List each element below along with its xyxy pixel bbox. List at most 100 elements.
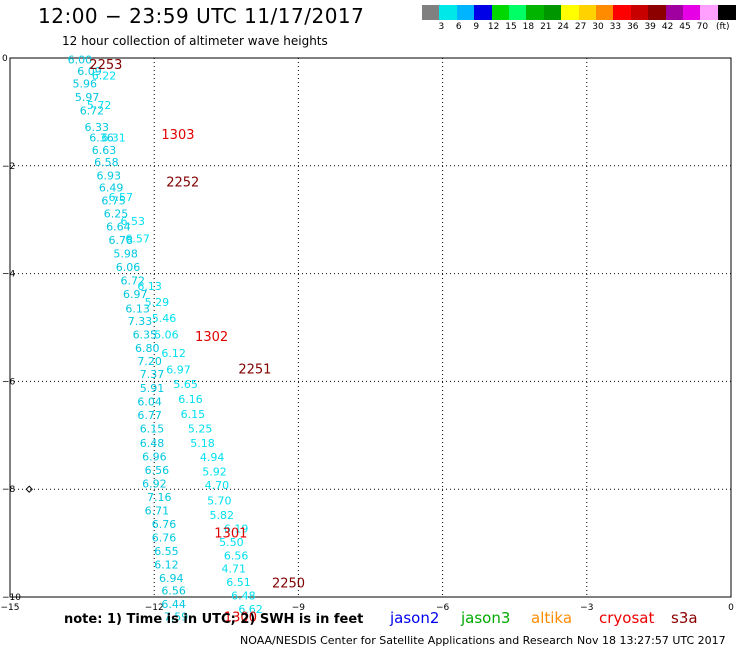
plot-frame bbox=[9, 57, 732, 598]
pass-time-label: 2253 bbox=[89, 58, 122, 73]
swh-value-s3a: 6.57 bbox=[109, 191, 134, 204]
swh-value-s3a: 6.97 bbox=[166, 363, 191, 376]
y-tick-label: −8 bbox=[2, 485, 16, 495]
swh-value-s3a: 5.25 bbox=[188, 423, 213, 436]
swh-value-s3a: 5.65 bbox=[173, 378, 198, 391]
color-swatch-label: 45 bbox=[679, 22, 691, 32]
swh-value-jason2: 7.59 bbox=[164, 611, 189, 624]
color-swatch bbox=[509, 5, 527, 20]
swh-value-s3a: 6.15 bbox=[181, 408, 206, 421]
swh-value-jason2: 6.56 bbox=[161, 584, 186, 597]
swh-value-s3a: 4.71 bbox=[221, 563, 246, 576]
x-tick-label: 0 bbox=[728, 603, 734, 613]
x-tick-label: −9 bbox=[292, 603, 306, 613]
y-tick-label: 0 bbox=[2, 54, 8, 64]
color-swatch bbox=[561, 5, 580, 20]
swh-value-jason2: 6.92 bbox=[142, 478, 167, 491]
color-legend-unit: (ft) bbox=[716, 22, 730, 32]
swh-value-s3a: 4.70 bbox=[205, 479, 230, 492]
pass-time-label: 1301 bbox=[214, 527, 247, 542]
swh-value-jason2: 6.44 bbox=[161, 598, 186, 611]
color-swatch-label: 70 bbox=[696, 22, 709, 32]
satellite-legend-cryosat: cryosat bbox=[599, 609, 655, 627]
swh-value-s3a: 5.50 bbox=[219, 536, 244, 549]
swh-value-jason2: 6.36 bbox=[89, 132, 114, 145]
swh-value-s3a: 5.18 bbox=[190, 437, 215, 450]
swh-value-jason2: 5.91 bbox=[140, 382, 165, 395]
note-text: note: 1) Time is in UTC; 2) SWH is in fe… bbox=[64, 612, 364, 627]
swh-value-jason2: 6.72 bbox=[121, 274, 146, 287]
satellite-legend-jason2: jason2 bbox=[390, 609, 440, 627]
swh-value-s3a: 6.12 bbox=[161, 347, 186, 360]
color-swatch bbox=[491, 5, 510, 20]
swh-value-s3a: 4.94 bbox=[200, 451, 225, 464]
color-swatch-label: 36 bbox=[627, 22, 639, 32]
swh-value-jason2: 7.16 bbox=[147, 491, 172, 504]
pass-time-label: 2251 bbox=[238, 362, 271, 377]
x-tick-label: −15 bbox=[1, 603, 20, 613]
color-swatch bbox=[439, 5, 458, 20]
swh-value-jason2: 6.78 bbox=[109, 234, 134, 247]
swh-value-jason2: 6.15 bbox=[140, 423, 165, 436]
swh-value-jason2: 5.98 bbox=[113, 247, 137, 260]
swh-value-s3a: 6.22 bbox=[92, 70, 117, 83]
y-tick-label: −4 bbox=[2, 270, 16, 280]
swh-value-jason2: 7.37 bbox=[140, 368, 165, 381]
color-swatch-label: 6 bbox=[455, 22, 462, 32]
swh-value-jason2: 6.04 bbox=[137, 396, 162, 409]
x-tick-label: −6 bbox=[436, 603, 450, 613]
color-swatch-label: 21 bbox=[540, 22, 552, 32]
x-tick-label: −12 bbox=[145, 603, 164, 613]
swh-value-jason2: 6.48 bbox=[140, 437, 165, 450]
color-swatch-label: 24 bbox=[557, 22, 569, 32]
color-swatch-label: 33 bbox=[609, 22, 622, 32]
satellite-legend-altika: altika bbox=[531, 609, 573, 627]
swh-value-s3a: 5.06 bbox=[154, 328, 179, 341]
swh-value-jason2: 6.93 bbox=[97, 169, 122, 182]
swh-value-s3a: 5.92 bbox=[202, 466, 227, 479]
swh-value-jason2: 6.75 bbox=[101, 195, 126, 208]
color-swatch bbox=[526, 5, 545, 20]
swh-value-jason2: 6.09 bbox=[77, 65, 102, 78]
swh-value-s3a: 5.29 bbox=[145, 296, 170, 309]
pass-time-label: 1300 bbox=[224, 610, 257, 625]
swh-value-jason2: 7.20 bbox=[137, 355, 162, 368]
pass-time-label: 1302 bbox=[195, 330, 228, 345]
pass-time-label: 2252 bbox=[166, 175, 199, 190]
swh-value-s3a: 6.13 bbox=[137, 280, 162, 293]
swh-value-jason2: 6.12 bbox=[154, 558, 179, 571]
swh-value-jason2: 6.25 bbox=[104, 208, 129, 221]
satellite-legend-jason3: jason3 bbox=[461, 609, 511, 627]
pass-time-label: 1303 bbox=[161, 128, 194, 143]
color-swatch-label: 18 bbox=[522, 22, 535, 32]
swh-value-s3a: 6.62 bbox=[238, 603, 262, 616]
swh-value-jason2: 6.33 bbox=[85, 121, 110, 134]
swh-value-jason2: 6.97 bbox=[123, 288, 148, 301]
y-tick-label: −10 bbox=[2, 593, 21, 603]
swh-value-jason2: 6.56 bbox=[145, 464, 170, 477]
swh-value-jason2: 6.55 bbox=[154, 545, 179, 558]
satellite-legend-s3a: s3a bbox=[671, 609, 698, 627]
color-swatch bbox=[543, 5, 562, 20]
swh-value-jason2: 6.63 bbox=[92, 144, 117, 157]
swh-value-jason2: 6.00 bbox=[68, 53, 93, 66]
color-swatch bbox=[717, 5, 736, 20]
swh-value-jason2: 6.06 bbox=[116, 261, 141, 274]
color-swatch bbox=[578, 5, 597, 20]
color-swatch-label: 9 bbox=[473, 22, 480, 32]
y-tick-label: −2 bbox=[2, 162, 15, 172]
island-marker bbox=[25, 485, 33, 493]
swh-value-jason2: 6.76 bbox=[152, 531, 177, 544]
swh-value-jason2: 7.33 bbox=[128, 315, 153, 328]
swh-value-s3a: 5.46 bbox=[152, 312, 177, 325]
color-swatch bbox=[683, 5, 701, 20]
swh-value-jason2: 6.76 bbox=[152, 518, 177, 531]
color-swatch bbox=[630, 5, 649, 20]
swh-value-s3a: 6.48 bbox=[231, 590, 256, 603]
swh-value-jason2: 6.64 bbox=[106, 220, 131, 233]
color-swatch bbox=[613, 5, 632, 20]
swh-value-jason2: 6.94 bbox=[159, 572, 184, 585]
swh-value-s3a: 6.56 bbox=[224, 549, 249, 562]
color-swatch bbox=[596, 5, 614, 20]
swh-value-s3a: 6.19 bbox=[224, 522, 249, 535]
